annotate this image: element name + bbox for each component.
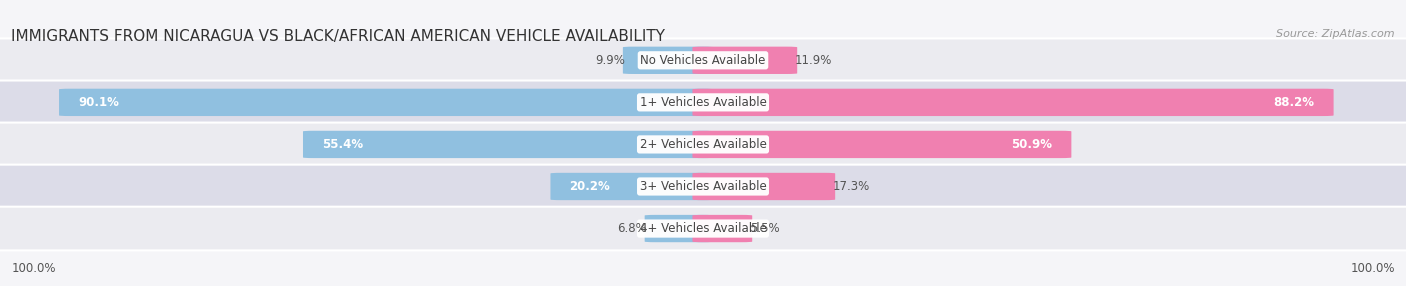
FancyBboxPatch shape (59, 89, 713, 116)
FancyBboxPatch shape (693, 89, 1333, 116)
FancyBboxPatch shape (0, 38, 1406, 82)
FancyBboxPatch shape (551, 173, 713, 200)
FancyBboxPatch shape (623, 47, 713, 74)
Text: 6.8%: 6.8% (617, 222, 647, 235)
FancyBboxPatch shape (0, 80, 1406, 124)
Text: 9.9%: 9.9% (595, 54, 624, 67)
FancyBboxPatch shape (693, 47, 797, 74)
FancyBboxPatch shape (693, 173, 835, 200)
Text: 50.9%: 50.9% (1011, 138, 1052, 151)
Text: 100.0%: 100.0% (11, 262, 56, 275)
Text: 17.3%: 17.3% (832, 180, 870, 193)
Text: 11.9%: 11.9% (796, 54, 832, 67)
Text: 90.1%: 90.1% (79, 96, 120, 109)
Text: 100.0%: 100.0% (1350, 262, 1395, 275)
Text: IMMIGRANTS FROM NICARAGUA VS BLACK/AFRICAN AMERICAN VEHICLE AVAILABILITY: IMMIGRANTS FROM NICARAGUA VS BLACK/AFRIC… (11, 29, 665, 43)
Text: 20.2%: 20.2% (569, 180, 610, 193)
FancyBboxPatch shape (0, 165, 1406, 208)
FancyBboxPatch shape (644, 215, 713, 242)
FancyBboxPatch shape (304, 131, 713, 158)
Text: 2+ Vehicles Available: 2+ Vehicles Available (640, 138, 766, 151)
FancyBboxPatch shape (693, 131, 1071, 158)
Text: 3+ Vehicles Available: 3+ Vehicles Available (640, 180, 766, 193)
Text: 5.5%: 5.5% (751, 222, 780, 235)
FancyBboxPatch shape (0, 123, 1406, 166)
Text: No Vehicles Available: No Vehicles Available (640, 54, 766, 67)
Text: 4+ Vehicles Available: 4+ Vehicles Available (640, 222, 766, 235)
Text: 1+ Vehicles Available: 1+ Vehicles Available (640, 96, 766, 109)
Text: 55.4%: 55.4% (322, 138, 363, 151)
FancyBboxPatch shape (693, 215, 752, 242)
Text: Source: ZipAtlas.com: Source: ZipAtlas.com (1277, 29, 1395, 39)
Text: 88.2%: 88.2% (1274, 96, 1315, 109)
FancyBboxPatch shape (0, 207, 1406, 251)
